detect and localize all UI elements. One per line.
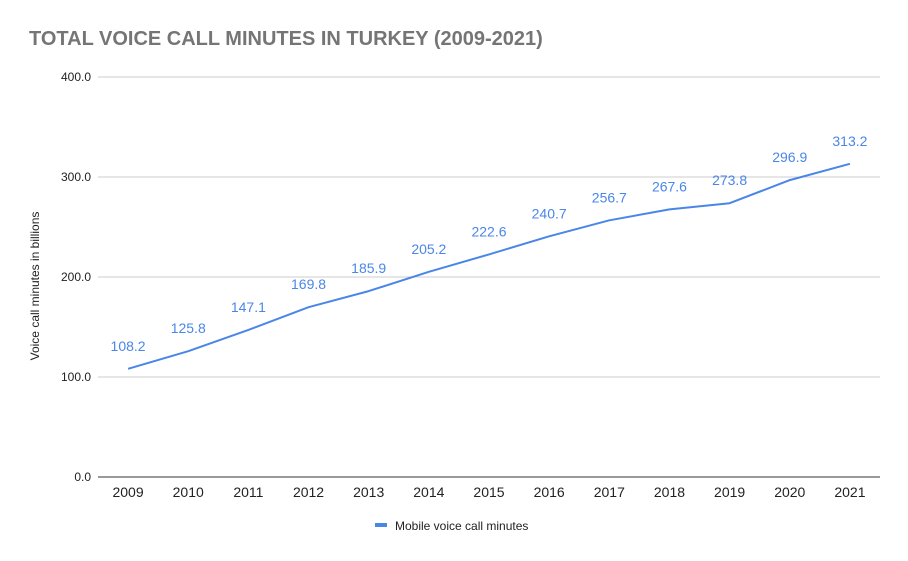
data-label: 296.9	[772, 149, 807, 165]
data-label: 267.6	[652, 178, 687, 194]
x-tick-label: 2013	[353, 484, 384, 500]
x-tick-label: 2017	[594, 484, 625, 500]
data-label: 169.8	[291, 276, 326, 292]
x-axis-ticks: 2009 2010 2011 2012 2013 2014 2015 2016 2017 2018…	[112, 484, 865, 500]
x-tick-label: 2010	[173, 484, 204, 500]
data-label: 205.2	[411, 241, 446, 257]
y-tick-label: 300.0	[61, 170, 91, 184]
data-label: 147.1	[231, 299, 266, 315]
x-tick-label: 2012	[293, 484, 324, 500]
data-label: 222.6	[471, 223, 506, 239]
y-tick-label: 100.0	[61, 370, 91, 384]
x-tick-label: 2009	[112, 484, 143, 500]
legend: Mobile voice call minutes	[375, 519, 528, 533]
data-label: 313.2	[832, 133, 867, 149]
x-tick-label: 2019	[714, 484, 745, 500]
data-label: 273.8	[712, 172, 747, 188]
x-tick-label: 2015	[473, 484, 504, 500]
y-tick-label: 0.0	[74, 470, 91, 484]
data-label: 108.2	[111, 338, 146, 354]
x-tick-label: 2014	[413, 484, 444, 500]
data-labels: 108.2 125.8 147.1 169.8 185.9 205.2 222.6 240.7…	[111, 133, 868, 354]
y-tick-label: 400.0	[61, 70, 91, 84]
x-tick-label: 2018	[654, 484, 685, 500]
x-tick-label: 2011	[233, 484, 263, 500]
legend-label: Mobile voice call minutes	[395, 519, 528, 533]
data-label: 125.8	[171, 320, 206, 336]
y-tick-label: 200.0	[61, 270, 91, 284]
x-tick-label: 2021	[834, 484, 865, 500]
data-label: 185.9	[351, 260, 386, 276]
y-axis-ticks: 0.0 100.0 200.0 300.0 400.0	[61, 70, 91, 484]
series-line	[127, 162, 851, 370]
x-tick-label: 2016	[534, 484, 565, 500]
legend-swatch	[375, 523, 387, 527]
y-axis-title: Voice call minutes in billions	[28, 212, 42, 361]
data-label: 240.7	[532, 205, 567, 221]
gridlines	[98, 76, 880, 478]
series-layer	[127, 162, 851, 370]
chart-title: TOTAL VOICE CALL MINUTES IN TURKEY (2009…	[29, 28, 543, 50]
data-label: 256.7	[592, 189, 627, 205]
x-tick-label: 2020	[774, 484, 805, 500]
